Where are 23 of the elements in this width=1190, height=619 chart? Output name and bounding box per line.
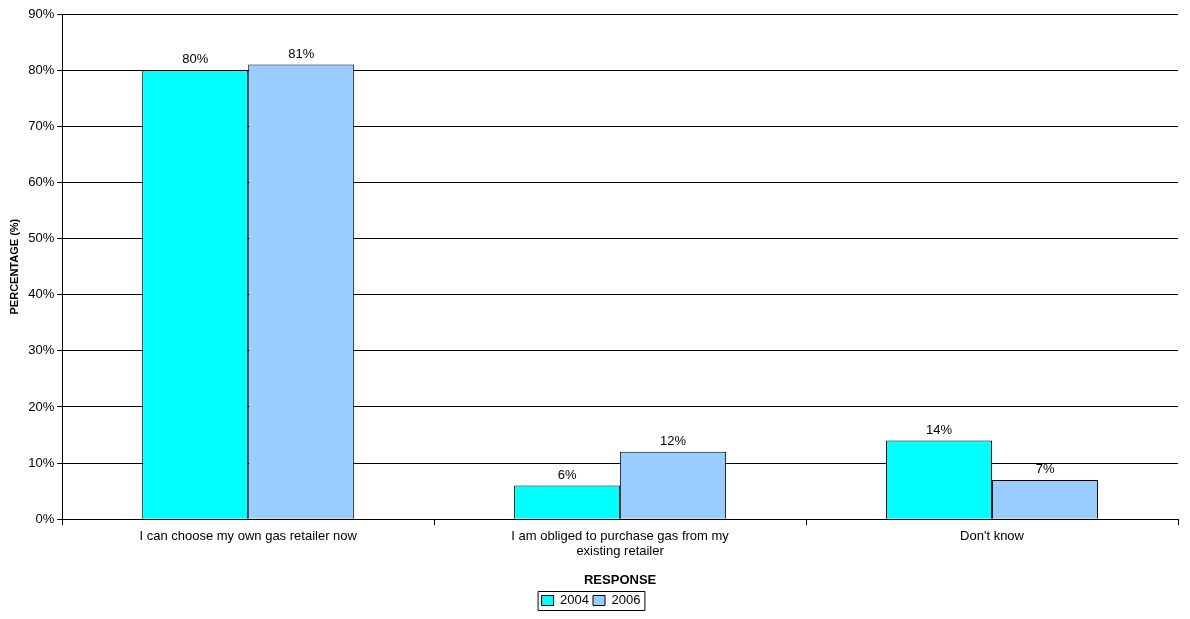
data-label: 6% [557, 466, 577, 482]
data-label: 7% [1035, 460, 1055, 476]
x-axis-title: RESPONSE [583, 571, 657, 587]
y-axis-title: PERCENTAGE (%) [7, 218, 20, 315]
y-tick-label: 30% [28, 342, 55, 358]
y-tick-label: 20% [28, 398, 55, 414]
x-tick-label: I can choose my own gas retailer now [139, 527, 358, 543]
data-label: 12% [660, 432, 687, 448]
legend-label: 2004 [560, 592, 589, 608]
y-tick-label: 40% [28, 286, 55, 302]
y-tick-label: 60% [28, 173, 55, 189]
x-tick-label: I am obliged to purchase gas from my existing retailer [511, 527, 730, 559]
y-tick-label: 0% [35, 510, 55, 526]
data-label: 81% [288, 45, 315, 61]
x-tick-label: Don't know [960, 527, 1025, 543]
data-label: 14% [926, 421, 953, 437]
y-tick-label: 50% [28, 230, 55, 246]
y-tick-label: 80% [28, 61, 55, 77]
y-tick-label: 10% [28, 454, 55, 470]
data-label: 80% [182, 51, 209, 67]
y-tick-label: 70% [28, 117, 55, 133]
legend-label: 2006 [611, 592, 641, 608]
y-tick-label: 90% [28, 5, 55, 21]
